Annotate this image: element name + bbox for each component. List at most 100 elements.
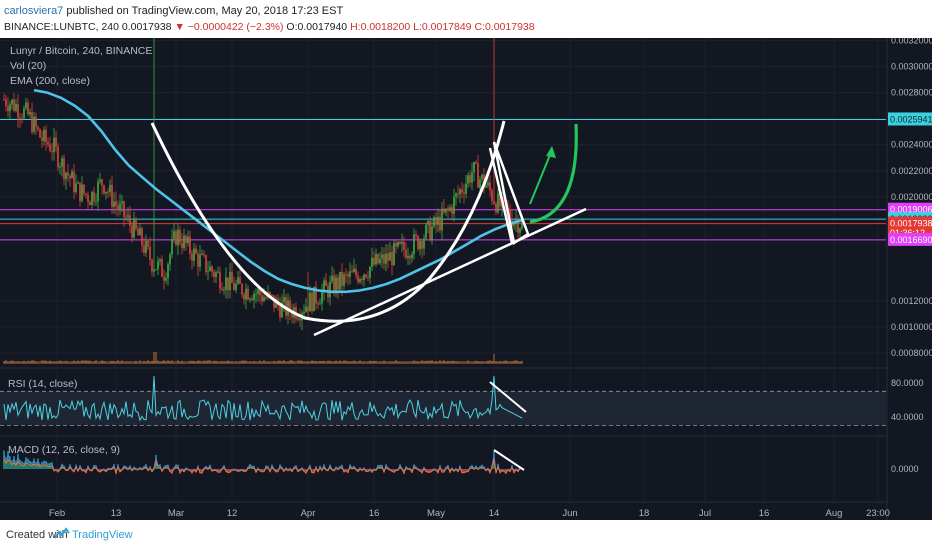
volume-bar: [225, 361, 227, 364]
candle-body: [111, 184, 113, 207]
time-tick-label: 14: [489, 508, 500, 519]
candle-body: [311, 292, 313, 312]
candle-body: [213, 271, 215, 278]
volume-bar: [51, 361, 53, 364]
volume-bar: [107, 362, 109, 364]
candle-body: [493, 201, 495, 204]
volume-bar: [419, 362, 421, 364]
macd-histogram-bar: [471, 464, 473, 469]
macd-histogram-bar: [205, 465, 207, 469]
candle-body: [489, 182, 491, 191]
candle-body: [181, 242, 183, 248]
macd-histogram-bar: [243, 469, 245, 472]
volume-bar: [7, 362, 9, 364]
candle-body: [119, 203, 121, 210]
volume-bar: [237, 362, 239, 364]
volume-bar: [105, 362, 107, 364]
candle-body: [307, 306, 309, 312]
volume-bar: [519, 361, 521, 364]
time-tick-label: 23:00: [866, 508, 890, 519]
macd-histogram-bar: [217, 469, 219, 473]
candle-body: [229, 271, 231, 291]
candle-body: [79, 182, 81, 202]
price-tick-label: 0.0020000: [891, 192, 932, 202]
candle-body: [187, 236, 189, 244]
candle-body: [291, 311, 293, 318]
legend-vol[interactable]: Vol (20): [10, 60, 46, 72]
chart-svg[interactable]: 0.00320000.00300000.00280000.00260000.00…: [0, 36, 932, 520]
volume-bar: [173, 362, 175, 364]
candle-body: [13, 99, 15, 111]
macd-tick-label: 0.0000: [891, 464, 919, 474]
candle-body: [29, 112, 31, 115]
volume-bar: [445, 362, 447, 364]
candle-body: [239, 277, 241, 285]
candle-body: [513, 221, 515, 227]
candle-body: [461, 189, 463, 193]
time-tick-label: May: [427, 508, 445, 519]
candle-body: [165, 278, 167, 281]
volume-bar: [249, 361, 251, 364]
volume-bar: [185, 362, 187, 364]
time-axis[interactable]: Feb 13 Mar 12 Apr 16 May 14 Jun 18 Jul 16 Aug 23:00: [49, 508, 890, 519]
candle-body: [405, 249, 407, 258]
volume-bar: [235, 361, 237, 364]
macd-histogram-bar: [219, 469, 221, 473]
legend-rsi[interactable]: RSI (14, close): [8, 378, 77, 390]
macd-histogram-bar: [377, 464, 379, 469]
volume-bar: [465, 362, 467, 364]
volume-bar: [371, 361, 373, 364]
candle-body: [313, 286, 315, 312]
volume-bar: [307, 361, 309, 364]
volume-bar: [355, 361, 357, 364]
volume-bar: [255, 362, 257, 364]
candle-body: [85, 193, 87, 195]
candle-body: [331, 275, 333, 282]
candle-body: [237, 277, 239, 284]
grid-lines: [0, 38, 888, 520]
time-tick-label: Mar: [168, 508, 184, 519]
candle-body: [255, 293, 257, 295]
ema-line: [33, 88, 523, 294]
legend-symbol[interactable]: Lunyr / Bitcoin, 240, BINANCE: [10, 45, 152, 57]
candle-body: [259, 289, 261, 296]
chart-area[interactable]: 0.00320000.00300000.00280000.00260000.00…: [0, 36, 932, 520]
volume-bar: [155, 352, 157, 364]
macd-histogram-bar: [261, 469, 263, 472]
volume-bar: [293, 361, 295, 364]
candle-body: [323, 280, 325, 291]
candle-body: [67, 172, 69, 176]
macd-pane: [3, 450, 523, 475]
candle-body: [141, 228, 143, 246]
legend-ema[interactable]: EMA (200, close): [10, 75, 90, 87]
macd-histogram-bar: [393, 469, 395, 473]
candle-body: [441, 208, 443, 231]
candle-body: [55, 137, 57, 147]
publish-line: carlosviera7 published on TradingView.co…: [4, 5, 343, 17]
macd-histogram-bar: [175, 464, 177, 469]
volume-bar: [219, 362, 221, 364]
volume-bar: [265, 362, 267, 364]
tradingview-brand[interactable]: TradingView: [72, 529, 133, 541]
trend-drawings[interactable]: [150, 120, 587, 471]
candle-body: [397, 242, 399, 247]
price-tick-label: 0.0022000: [891, 166, 932, 176]
volume-bar: [315, 361, 317, 364]
time-tick-label: 18: [639, 508, 650, 519]
candle-body: [211, 266, 213, 272]
volume-bar: [71, 362, 73, 364]
author-link[interactable]: carlosviera7: [4, 5, 64, 17]
macd-histogram-bar: [201, 469, 203, 474]
candle-body: [81, 184, 83, 202]
volume-bar: [295, 362, 297, 364]
volume-bar: [393, 361, 395, 364]
volume-bar: [125, 362, 127, 364]
candle-body: [69, 175, 71, 179]
legend-macd[interactable]: MACD (12, 26, close, 9): [8, 444, 120, 456]
volume-bar: [491, 361, 493, 364]
candle-body: [91, 191, 93, 206]
macd-histogram-bar: [279, 464, 281, 469]
price-axis[interactable]: 0.00320000.00300000.00280000.00260000.00…: [888, 36, 932, 474]
candle-body: [325, 280, 327, 286]
candle-body: [519, 228, 521, 233]
